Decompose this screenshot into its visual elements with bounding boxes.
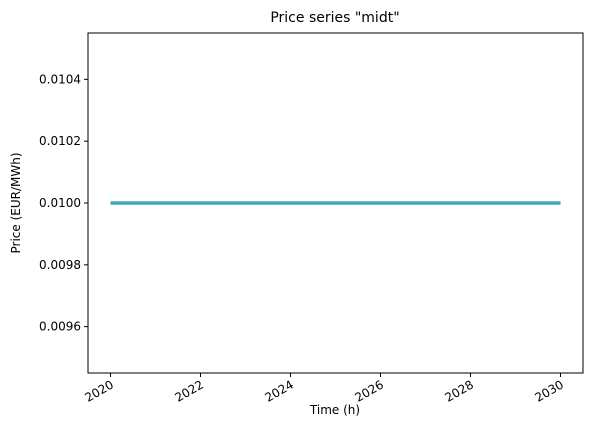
x-tick-label: 2026 [353,377,386,404]
y-tick-label: 0.0102 [39,134,81,148]
plot-frame [87,32,584,374]
x-tick-label: 2030 [533,377,566,404]
x-tick-label: 2028 [443,377,476,404]
x-tick-label: 2022 [173,377,206,404]
y-tick-label: 0.0098 [39,258,81,272]
x-tick-label: 2024 [263,377,296,404]
chart-title: Price series "midt" [270,10,399,26]
y-axis-label: Price (EUR/MWh) [9,152,23,253]
y-tick-label: 0.0100 [39,196,81,210]
y-tick-label: 0.0104 [39,72,81,86]
x-tick-label: 2020 [83,377,116,404]
y-tick-label: 0.0096 [39,320,81,334]
x-axis-label: Time (h) [309,403,360,417]
